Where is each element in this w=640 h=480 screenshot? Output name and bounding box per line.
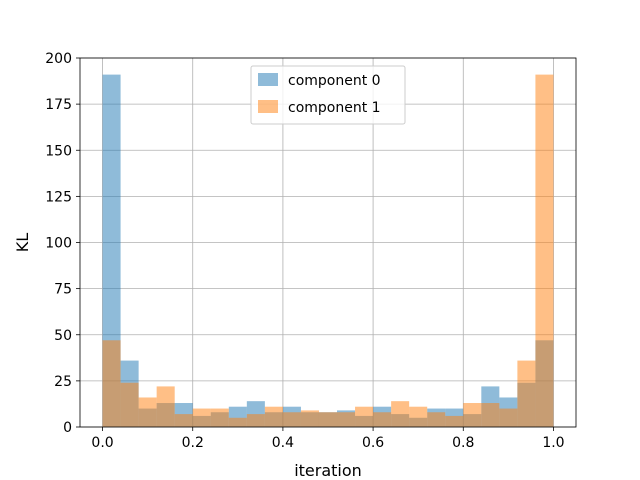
bar-series-1-bin-7 [228,417,247,427]
bar-series-1-bin-6 [210,408,229,427]
y-tick-label: 75 [54,282,72,298]
x-tick-label: 0.4 [272,435,294,451]
y-tick-label: 200 [45,51,72,67]
y-tick-label: 175 [45,97,72,113]
histogram-bars [102,74,554,427]
bar-series-1-bin-17 [409,406,428,427]
bar-series-1-bin-15 [373,412,392,427]
legend-box [250,65,406,125]
bar-series-1-bin-5 [192,408,211,427]
legend-swatch-component-1 [258,100,278,113]
bar-series-1-bin-14 [355,406,374,427]
y-axis-ticks: 0 25 50 75 100 125 150 175 200 [45,51,80,436]
legend-swatch-component-0 [258,73,278,86]
bar-series-1-bin-1 [120,382,139,427]
x-tick-label: 0.2 [182,435,204,451]
bar-series-1-bin-19 [445,415,464,427]
bar-series-1-bin-9 [264,406,283,427]
bar-series-1-bin-12 [318,412,338,427]
bar-series-1-bin-13 [337,412,356,427]
bar-series-1-bin-18 [427,412,446,427]
bar-series-1-bin-4 [174,414,193,427]
y-tick-label: 125 [45,189,72,205]
x-tick-label: 1.0 [542,435,564,451]
bar-series-1-bin-22 [499,408,518,427]
y-tick-label: 25 [54,374,72,390]
x-axis-ticks: 0.0 0.2 0.4 0.6 0.8 1.0 [91,427,565,451]
bar-series-1-bin-20 [463,403,482,427]
y-axis-label: KL [13,233,32,252]
x-tick-label: 0.6 [362,435,384,451]
y-tick-label: 150 [45,143,72,159]
y-tick-label: 100 [45,236,72,252]
bar-series-1-bin-23 [517,360,536,427]
bar-series-1-bin-3 [156,386,175,427]
bar-series-0-bin-0 [102,74,121,427]
x-axis-label: iteration [294,461,362,480]
legend-label-component-0: component 0 [288,73,381,89]
bar-series-1-bin-11 [300,410,319,427]
legend: component 0 component 1 [250,65,406,125]
bar-series-1-bin-2 [138,397,157,427]
bar-series-1-bin-16 [391,401,410,427]
bar-series-1-bin-0 [102,340,121,427]
bar-series-1-bin-10 [282,412,301,427]
bar-series-1-bin-8 [246,414,265,427]
y-tick-label: 50 [54,328,72,344]
bar-series-1-bin-21 [481,403,500,427]
x-tick-label: 0.8 [452,435,474,451]
x-tick-label: 0.0 [91,435,113,451]
bar-series-1-bin-24 [535,74,554,427]
y-tick-label: 0 [63,420,72,436]
legend-label-component-1: component 1 [288,100,381,116]
